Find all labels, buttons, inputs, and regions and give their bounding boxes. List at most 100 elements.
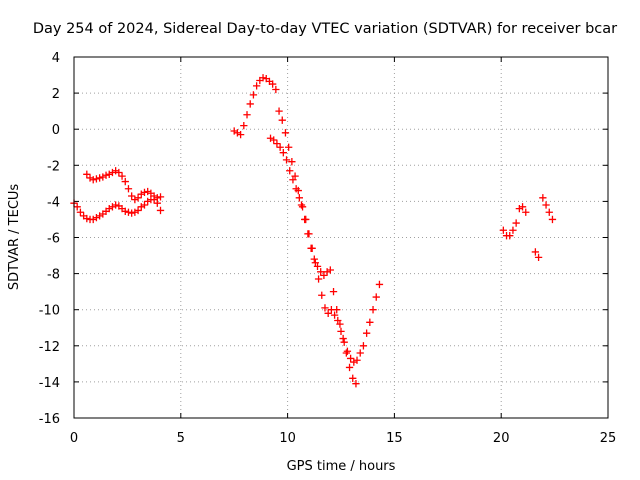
y-tick-label: 4 xyxy=(52,51,60,66)
y-tick-label: -8 xyxy=(47,268,60,283)
data-point xyxy=(83,170,91,178)
data-point xyxy=(256,76,264,85)
data-point xyxy=(102,207,110,215)
data-point xyxy=(121,207,129,215)
data-point xyxy=(278,116,286,124)
data-point xyxy=(153,194,161,202)
data-point xyxy=(305,230,313,238)
data-point xyxy=(314,275,323,283)
data-point xyxy=(534,253,543,262)
data-point xyxy=(340,338,348,346)
data-point xyxy=(252,82,261,90)
data-point xyxy=(115,168,123,177)
data-point xyxy=(112,201,120,209)
data-point xyxy=(352,380,360,388)
series-segment-1-lower xyxy=(70,195,165,224)
data-point xyxy=(509,226,517,234)
data-points xyxy=(70,74,557,388)
data-point xyxy=(134,194,142,202)
y-tick-label: 2 xyxy=(52,87,60,102)
data-point xyxy=(288,158,296,166)
x-tick-label: 20 xyxy=(493,431,510,446)
data-point xyxy=(310,255,318,263)
data-point xyxy=(343,347,352,355)
data-point xyxy=(292,185,300,193)
data-point xyxy=(531,248,540,256)
data-point xyxy=(522,208,530,216)
data-point xyxy=(156,193,165,201)
data-point xyxy=(128,192,136,200)
data-point xyxy=(236,130,245,139)
data-point xyxy=(285,143,293,151)
data-point xyxy=(275,107,283,115)
series-segment-2-a xyxy=(230,74,360,388)
data-point xyxy=(156,206,165,215)
data-point xyxy=(539,194,547,202)
data-point xyxy=(317,268,325,276)
y-tick-label: -10 xyxy=(39,304,60,319)
data-point xyxy=(140,188,149,197)
data-point xyxy=(124,208,133,216)
data-point xyxy=(548,215,557,224)
data-point xyxy=(545,208,553,216)
x-axis-label: GPS time / hours xyxy=(287,459,396,474)
series-segment-3 xyxy=(499,194,557,262)
data-point xyxy=(73,203,81,211)
data-point xyxy=(375,280,384,289)
data-point xyxy=(286,167,294,175)
y-tick-label: -4 xyxy=(47,195,60,210)
data-point xyxy=(369,306,377,314)
data-point xyxy=(318,291,326,299)
data-point xyxy=(326,266,334,274)
data-point xyxy=(147,189,155,197)
data-point xyxy=(76,208,85,216)
data-point xyxy=(121,177,129,186)
data-point xyxy=(311,259,320,267)
data-point xyxy=(279,149,287,157)
y-tick-label: -2 xyxy=(47,159,60,174)
data-point xyxy=(79,212,88,220)
data-point xyxy=(372,293,380,301)
data-point xyxy=(134,206,142,215)
data-point xyxy=(295,194,303,202)
x-tick-label: 25 xyxy=(600,431,617,446)
data-point xyxy=(95,174,104,182)
data-point xyxy=(345,363,354,372)
x-tick-label: 15 xyxy=(386,431,403,446)
series-segment-2-b xyxy=(266,134,384,366)
y-tick-label: -12 xyxy=(39,340,60,355)
data-point xyxy=(89,176,97,184)
chart-title: Day 254 of 2024, Sidereal Day-to-day VTE… xyxy=(33,21,617,37)
data-point xyxy=(118,204,126,213)
y-axis-label: SDTVAR / TECUs xyxy=(7,184,22,291)
x-tick-label: 5 xyxy=(177,431,185,446)
data-point xyxy=(506,232,514,240)
plot-frame xyxy=(73,56,609,419)
data-point xyxy=(330,311,339,319)
data-point xyxy=(270,136,278,144)
data-point xyxy=(339,334,347,343)
data-point xyxy=(362,329,371,337)
data-point xyxy=(140,201,149,209)
data-point xyxy=(327,306,336,314)
data-point xyxy=(243,111,251,119)
data-point xyxy=(353,356,361,364)
data-point xyxy=(337,327,345,336)
y-tick-label: -6 xyxy=(47,232,60,247)
x-tick-label: 10 xyxy=(279,431,296,446)
data-point xyxy=(92,175,101,183)
data-point xyxy=(276,143,284,151)
data-point xyxy=(282,156,291,164)
y-tick-label: -14 xyxy=(39,376,60,391)
data-point xyxy=(321,304,329,312)
data-point xyxy=(329,288,338,296)
data-point xyxy=(499,226,507,234)
data-point xyxy=(259,74,267,82)
data-point xyxy=(366,318,374,326)
data-point xyxy=(246,100,254,108)
data-point xyxy=(518,203,527,211)
data-point xyxy=(124,185,133,193)
data-point xyxy=(302,215,310,224)
